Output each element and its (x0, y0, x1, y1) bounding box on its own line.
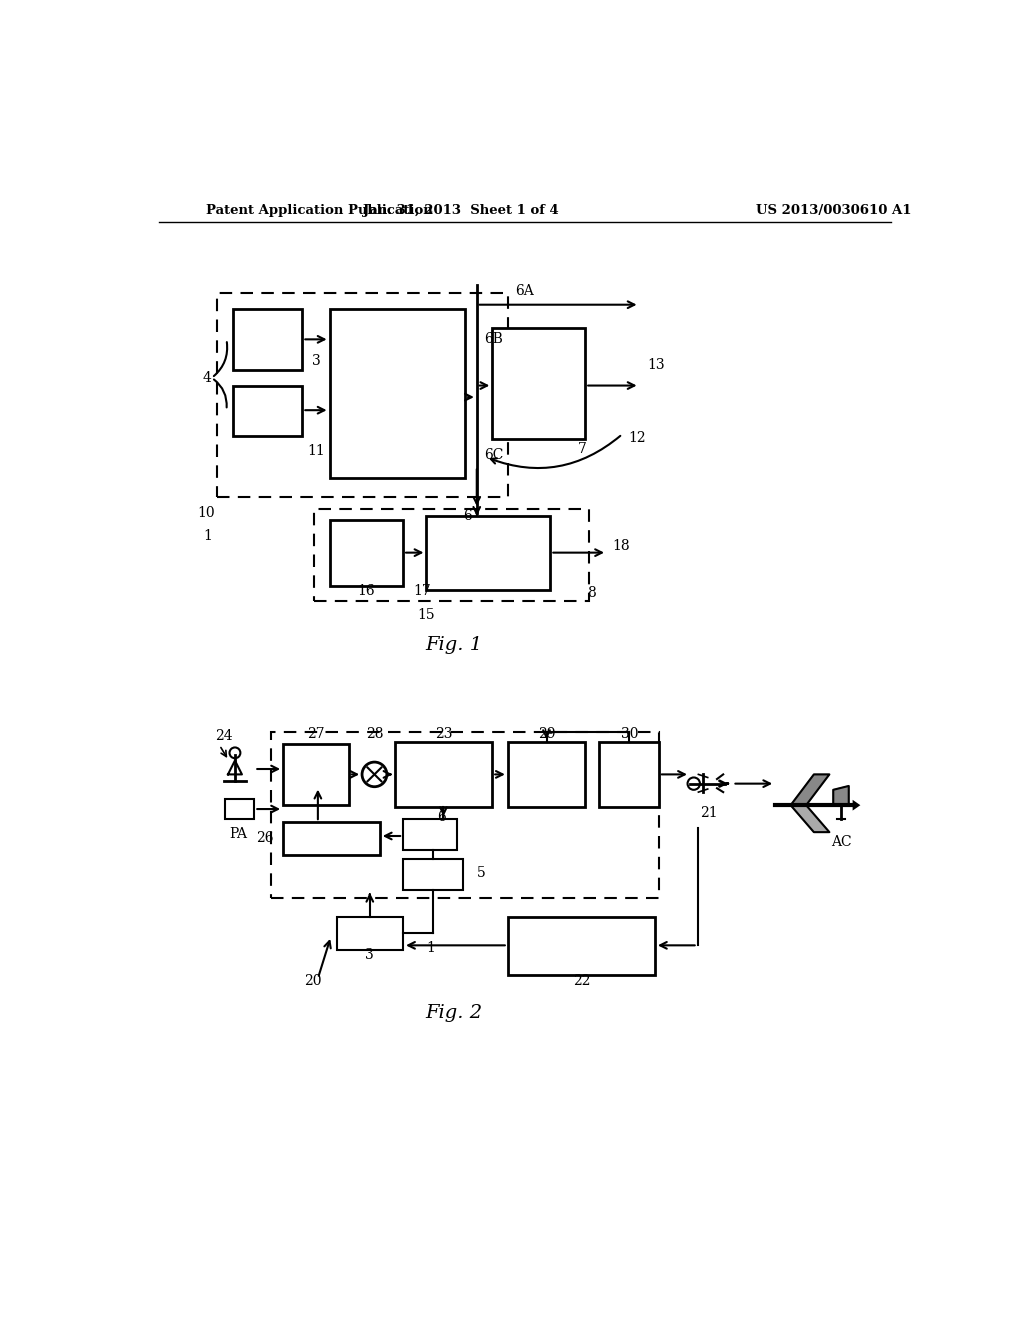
Text: 16: 16 (357, 585, 375, 598)
Text: 4: 4 (203, 371, 212, 385)
Polygon shape (834, 785, 849, 805)
Text: 3: 3 (312, 354, 321, 368)
Text: 6: 6 (463, 510, 472, 524)
Text: 29: 29 (538, 727, 555, 742)
Text: 15: 15 (418, 609, 435, 622)
Text: 18: 18 (612, 539, 630, 553)
Text: US 2013/0030610 A1: US 2013/0030610 A1 (756, 205, 911, 218)
Text: PA: PA (229, 828, 247, 841)
Bar (217, 293, 508, 498)
Text: 3: 3 (366, 948, 374, 962)
Text: 23: 23 (434, 727, 453, 742)
Text: 11: 11 (307, 444, 326, 458)
Text: 13: 13 (647, 358, 665, 372)
Polygon shape (853, 800, 860, 810)
Polygon shape (791, 775, 829, 805)
Text: 22: 22 (572, 974, 590, 987)
Text: 21: 21 (700, 807, 718, 820)
Text: 6A: 6A (515, 284, 535, 298)
Text: 12: 12 (628, 430, 645, 445)
Text: 1: 1 (426, 941, 435, 954)
Bar (283, 822, 380, 855)
Polygon shape (791, 805, 829, 832)
Text: 8: 8 (587, 586, 596, 601)
Bar (232, 309, 302, 370)
Text: 26: 26 (256, 832, 273, 845)
Bar (232, 385, 302, 436)
Text: Fig. 1: Fig. 1 (425, 636, 482, 653)
Bar (426, 516, 550, 590)
Bar (493, 327, 586, 440)
Text: 17: 17 (414, 585, 431, 598)
Bar (283, 743, 349, 805)
Text: 6: 6 (437, 809, 446, 824)
Bar (508, 917, 655, 974)
Text: 5: 5 (477, 866, 485, 880)
Text: Fig. 2: Fig. 2 (425, 1005, 482, 1022)
Bar (330, 520, 403, 586)
Bar (271, 733, 658, 898)
Text: 6B: 6B (484, 333, 504, 346)
Bar (330, 309, 465, 478)
Text: 28: 28 (366, 727, 383, 742)
Bar (599, 742, 658, 807)
Bar (508, 742, 586, 807)
Text: 20: 20 (304, 974, 322, 987)
Text: 27: 27 (307, 727, 325, 742)
Text: 7: 7 (578, 442, 587, 457)
Bar (225, 799, 254, 818)
Bar (314, 508, 589, 601)
Text: 1: 1 (203, 529, 212, 543)
Bar (395, 742, 493, 807)
Bar (403, 859, 463, 890)
Text: 24: 24 (215, 729, 232, 743)
Text: 30: 30 (621, 727, 638, 742)
Text: Jan. 31, 2013  Sheet 1 of 4: Jan. 31, 2013 Sheet 1 of 4 (364, 205, 559, 218)
Text: 6C: 6C (484, 447, 504, 462)
Text: Patent Application Publication: Patent Application Publication (206, 205, 432, 218)
Text: 10: 10 (198, 506, 215, 520)
Bar (337, 917, 403, 950)
Bar (403, 818, 458, 850)
Text: AC: AC (830, 836, 851, 849)
